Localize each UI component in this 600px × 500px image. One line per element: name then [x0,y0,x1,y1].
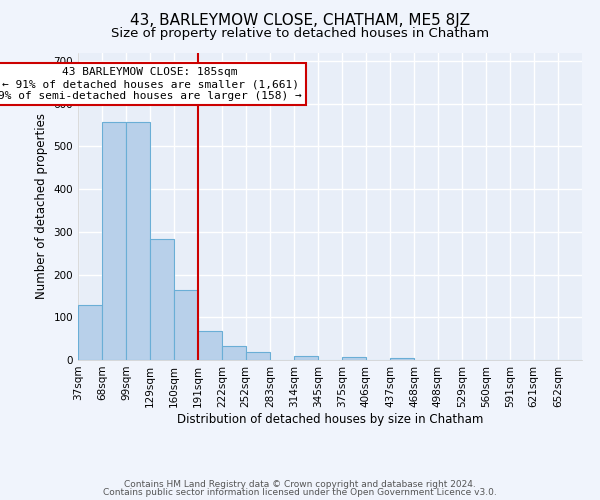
Y-axis label: Number of detached properties: Number of detached properties [35,114,48,299]
Text: 43 BARLEYMOW CLOSE: 185sqm
← 91% of detached houses are smaller (1,661)
9% of se: 43 BARLEYMOW CLOSE: 185sqm ← 91% of deta… [0,68,302,100]
Bar [174,290,198,360]
Bar [390,358,414,360]
Bar [102,122,127,360]
Bar [198,331,223,360]
Bar [78,306,102,360]
Bar [342,357,366,360]
Bar [294,356,318,360]
Text: Contains HM Land Registry data © Crown copyright and database right 2024.: Contains HM Land Registry data © Crown c… [124,480,476,489]
Bar [127,122,150,360]
Text: Size of property relative to detached houses in Chatham: Size of property relative to detached ho… [111,28,489,40]
X-axis label: Distribution of detached houses by size in Chatham: Distribution of detached houses by size … [177,412,483,426]
Bar [246,352,270,360]
Bar [150,238,174,360]
Text: 43, BARLEYMOW CLOSE, CHATHAM, ME5 8JZ: 43, BARLEYMOW CLOSE, CHATHAM, ME5 8JZ [130,12,470,28]
Text: Contains public sector information licensed under the Open Government Licence v3: Contains public sector information licen… [103,488,497,497]
Bar [223,346,246,360]
